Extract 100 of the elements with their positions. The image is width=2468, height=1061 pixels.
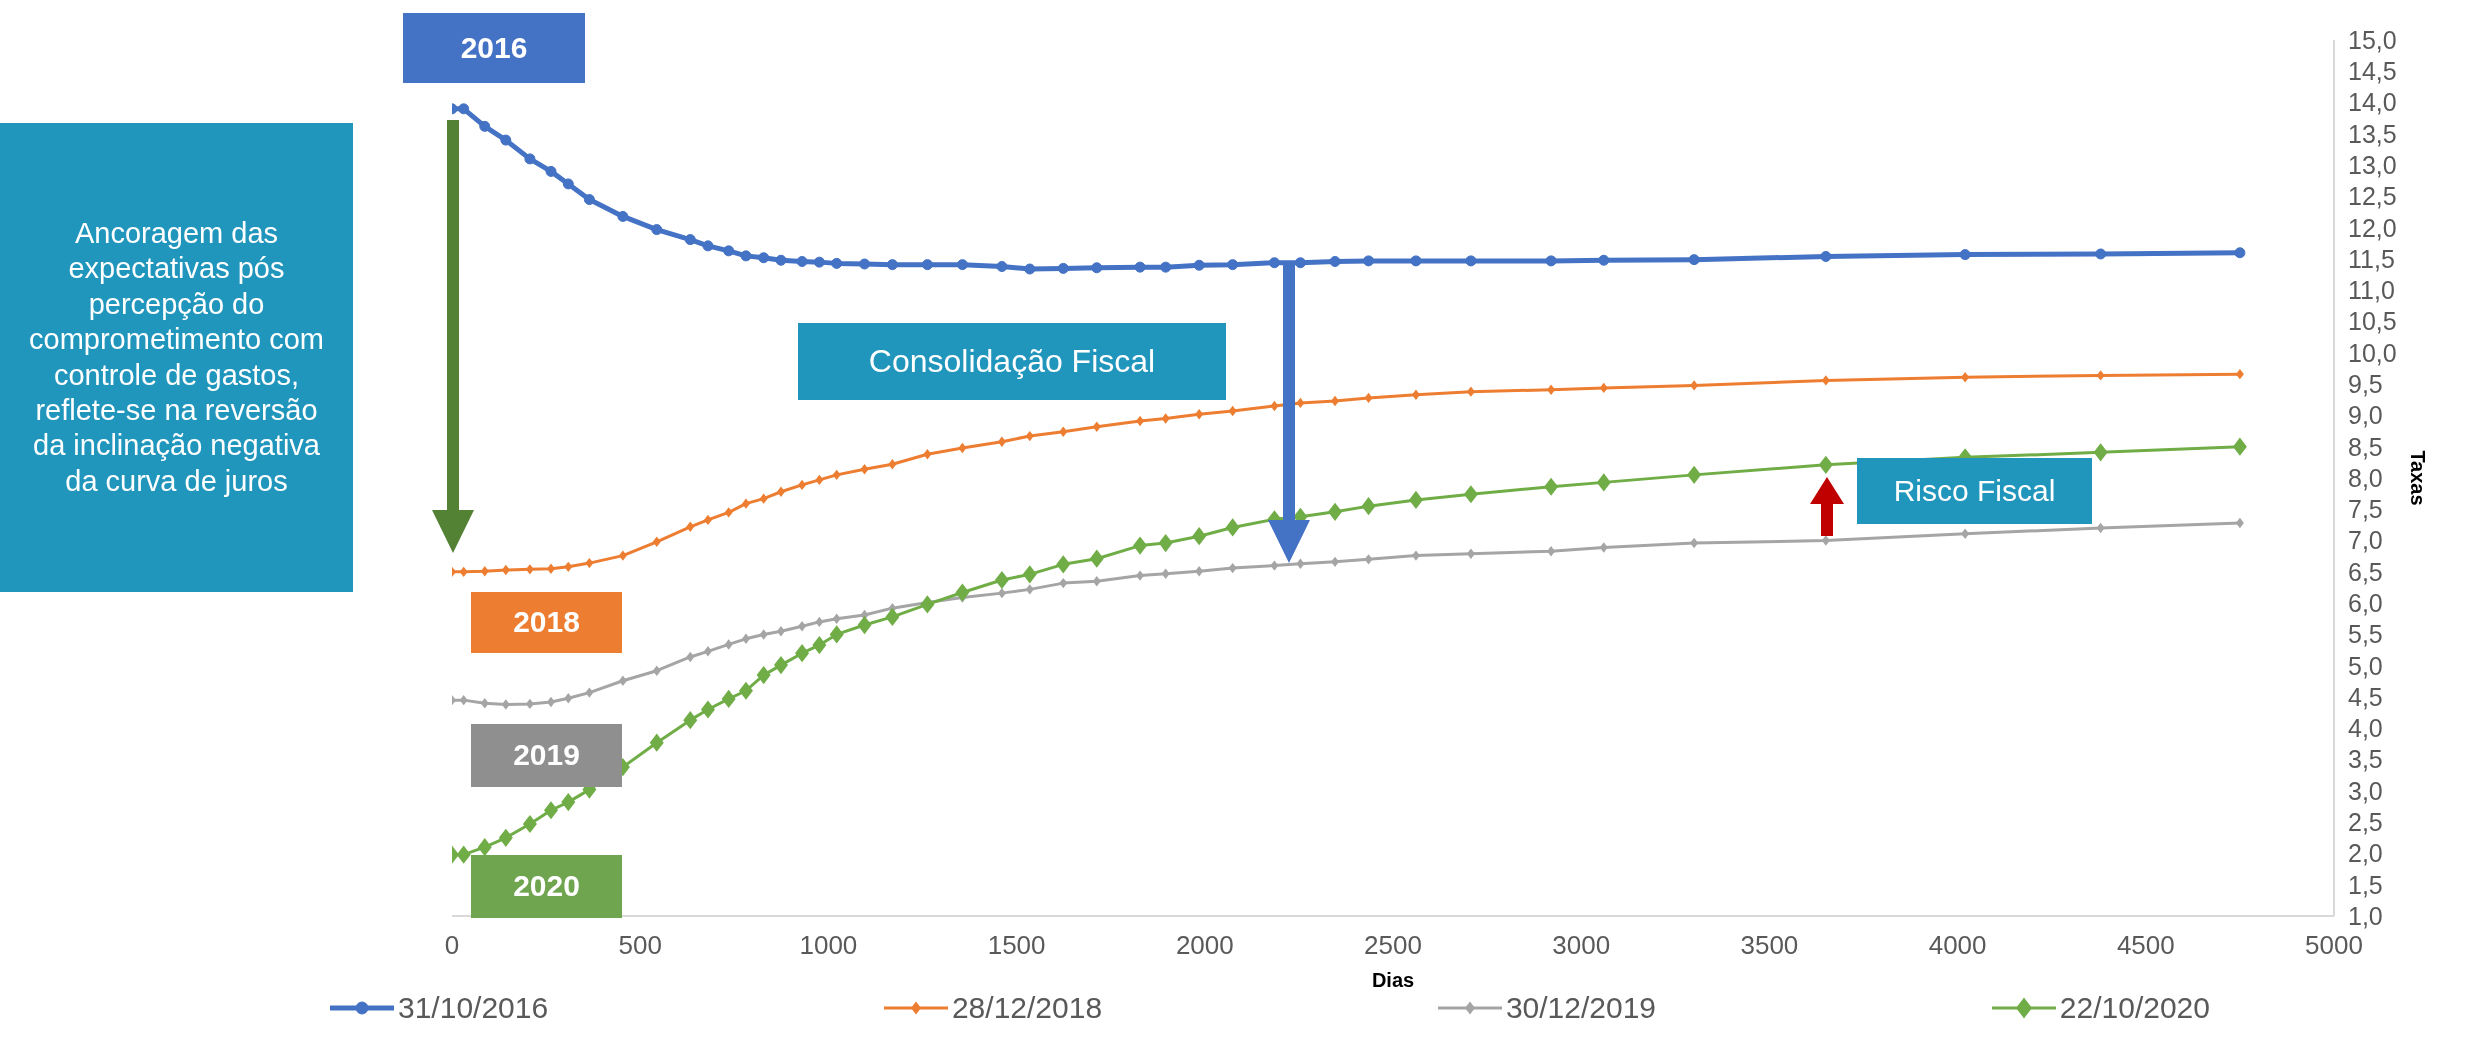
point: [1408, 490, 1423, 509]
point: [500, 134, 512, 146]
point: [1544, 477, 1559, 496]
y-tick-label: 2,0: [2348, 839, 2383, 868]
point: [564, 693, 573, 704]
point: [832, 613, 841, 624]
point: [1195, 408, 1204, 420]
point: [1465, 255, 1477, 267]
x-tick-label: 2000: [1175, 930, 1234, 961]
point: [920, 595, 935, 614]
point: [1161, 413, 1170, 424]
point: [1328, 502, 1343, 521]
point: [759, 629, 768, 640]
y-tick-label: 12,5: [2348, 182, 2397, 211]
point: [1329, 256, 1341, 267]
legend-label: 30/12/2019: [1505, 991, 1657, 1025]
point: [1820, 251, 1832, 262]
point: [921, 259, 933, 271]
point: [651, 224, 663, 236]
point: [1270, 560, 1279, 571]
point: [561, 793, 576, 812]
point: [1687, 465, 1702, 484]
point: [813, 256, 825, 268]
y-tick-label: 7,0: [2348, 526, 2383, 555]
point: [759, 493, 768, 504]
point: [1818, 455, 1833, 474]
point: [702, 240, 714, 252]
point: [1466, 548, 1475, 559]
text-box: 2020: [471, 855, 622, 918]
point: [724, 507, 733, 518]
point: [724, 639, 733, 650]
point: [997, 436, 1006, 447]
x-tick-label: 0: [444, 930, 460, 961]
point: [1025, 430, 1034, 442]
point: [1410, 255, 1422, 267]
point: [564, 561, 573, 573]
point: [524, 153, 536, 165]
point: [501, 564, 510, 576]
point: [1268, 257, 1280, 269]
point: [1059, 426, 1068, 437]
point: [1270, 400, 1279, 412]
point: [2095, 248, 2107, 260]
point: [1025, 584, 1034, 595]
point: [1961, 372, 1970, 383]
point: [585, 687, 594, 698]
point: [1059, 577, 1068, 589]
point: [1091, 262, 1103, 274]
point: [1195, 566, 1204, 577]
point: [860, 464, 869, 475]
y-tick-label: 8,0: [2348, 463, 2383, 492]
text-box: 2019: [471, 724, 622, 787]
point: [1361, 497, 1376, 516]
point: [459, 566, 468, 578]
x-tick-label: 5000: [2305, 930, 2363, 961]
point: [1296, 558, 1305, 569]
point: [723, 245, 735, 257]
point: [1133, 536, 1148, 555]
y-tick-label: 9,5: [2348, 370, 2383, 399]
point: [958, 442, 967, 454]
point: [832, 469, 841, 481]
point: [617, 210, 629, 222]
point: [583, 194, 595, 206]
point: [618, 675, 627, 686]
point: [994, 570, 1009, 590]
point: [479, 120, 491, 132]
point: [738, 681, 753, 700]
x-tick-label: 4000: [1928, 930, 1987, 961]
point: [1158, 533, 1173, 553]
point: [776, 626, 785, 637]
point: [1024, 263, 1036, 275]
point: [522, 814, 537, 834]
legend-label: 28/12/2018: [951, 991, 1103, 1025]
y-tick-label: 11,0: [2348, 276, 2395, 305]
y-tick-label: 10,0: [2348, 338, 2397, 367]
point: [1296, 397, 1305, 409]
text-box: 2018: [471, 592, 622, 653]
point: [684, 234, 696, 246]
point: [546, 563, 555, 574]
legend-label: 31/10/2016: [398, 991, 549, 1025]
point: [700, 700, 715, 719]
y-tick-label: 12,0: [2348, 213, 2397, 242]
y-tick-label: 14,5: [2348, 57, 2397, 86]
y-tick-label: 1,0: [2348, 901, 2383, 930]
point: [2096, 522, 2105, 534]
point: [652, 536, 661, 548]
point: [545, 165, 557, 177]
x-tick-label: 3500: [1740, 930, 1799, 961]
point: [1022, 565, 1037, 584]
point: [1228, 562, 1237, 574]
y-tick-label: 7,5: [2348, 495, 2383, 524]
point: [1821, 375, 1830, 386]
point: [686, 521, 695, 533]
point: [815, 474, 824, 486]
point: [886, 259, 898, 271]
point: [812, 635, 827, 655]
point: [1056, 555, 1071, 574]
point: [815, 616, 824, 628]
point: [2096, 370, 2105, 381]
legend-label: 22/10/2020: [2059, 991, 2210, 1025]
point: [798, 621, 807, 632]
